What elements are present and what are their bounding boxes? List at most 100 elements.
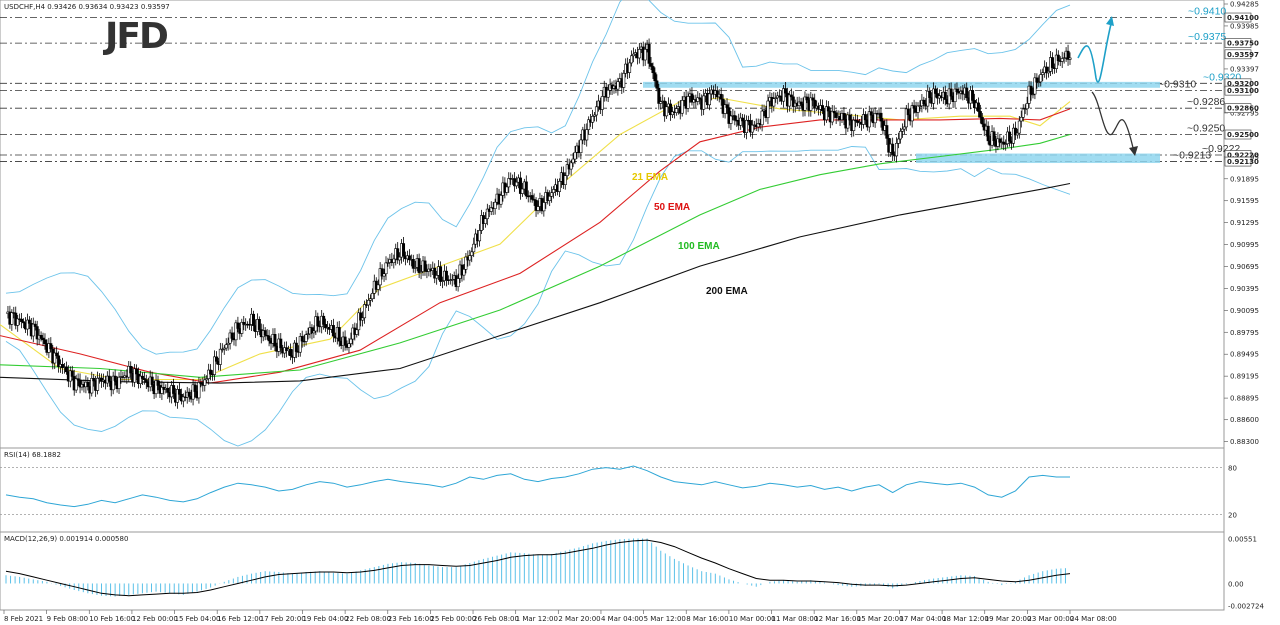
candle-body [616,81,620,90]
candle-body [805,96,809,101]
price-box-label: 0.92220 [1227,151,1259,159]
candle-body [630,55,634,64]
candle-body [33,323,37,327]
candle-body [1056,54,1060,62]
candle-body [462,269,466,276]
price-tick-label: 0.88600 [1230,416,1259,424]
resistance-zone [643,81,1160,88]
time-tick-label: 10 Feb 16:00 [89,615,135,623]
candle-body [368,298,372,301]
time-tick-label: 15 Mar 20:00 [857,615,904,623]
candle-body [579,139,583,154]
candle-body [22,321,26,324]
macd-signal-line [5,539,1071,597]
candle-body [803,96,807,111]
candle-body [729,115,733,124]
candle-body [563,175,567,185]
time-tick-label: 24 Mar 08:00 [1070,615,1117,623]
candle-body [657,87,661,104]
time-tick-label: 23 Feb 16:00 [388,615,434,623]
candle-body [600,96,604,110]
candle-body [1045,66,1049,74]
candle-body [832,110,836,114]
candle-body [741,117,745,122]
candle-body [433,267,437,279]
macd-indicator: 0.00551 0.00 -0.002724 [5,535,1264,611]
candle-body [922,99,926,105]
candle-body [530,195,534,200]
candle-body [1047,71,1051,74]
candle-body [1021,108,1025,118]
candle-body [1060,58,1064,62]
candle-body [279,338,283,349]
candle-body [31,323,35,337]
candle-body [236,322,240,329]
candle-body [569,162,573,170]
ema50-line [0,108,1071,384]
candle-body [552,189,556,193]
candle-body [199,382,203,385]
candle-body [70,370,74,377]
candle-body [413,267,417,269]
candle-body [653,72,657,82]
candle-body [649,63,653,67]
ema-label: 21 EMA [632,172,668,183]
candle-body [224,344,228,349]
candle-body [16,318,20,326]
candle-body [359,312,363,321]
candle-body [160,387,164,394]
time-tick-label: 26 Feb 08:00 [473,615,519,623]
ema-lines: 21 EMA 50 EMA 100 EMA 200 EMA [0,97,1071,384]
candle-body [550,192,554,197]
time-tick-label: 23 Mar 00:00 [1027,615,1074,623]
candle-body [248,324,252,326]
price-box-label: 0.94100 [1227,14,1259,22]
candle-body [218,348,222,365]
candle-body [1035,77,1039,83]
time-tick-label: 10 Mar 00:00 [729,615,776,623]
candle-body [113,375,117,381]
macd-label: MACD(12,26,9) 0.001914 0.000580 [4,535,128,543]
candle-body [1019,116,1023,122]
candle-body [478,230,482,242]
candle-body [719,93,723,100]
candle-body [507,178,511,188]
candle-body [965,87,969,99]
candle-body [357,312,361,331]
candle-body [1050,57,1054,68]
candle-body [696,97,700,102]
candle-body [978,111,982,118]
candle-body [392,258,396,264]
candle-body [910,105,914,122]
candle-body [1013,127,1017,136]
candle-body [934,88,938,94]
candle-body [659,101,663,104]
price-box-label: 0.92860 [1227,105,1259,113]
candle-body [799,101,803,105]
candle-body [585,129,589,141]
candle-body [251,313,255,326]
macd-tick-label: 0.00551 [1228,535,1257,543]
candle-body [361,317,365,321]
candle-body [263,330,267,336]
candle-body [61,364,65,368]
candle-body [417,258,421,273]
rsi-panel-frame [0,447,1225,533]
candle-body [226,342,230,345]
candle-body [166,387,170,393]
candle-body [39,335,43,339]
candle-body [193,384,197,392]
candle-body [144,379,148,383]
scenario-arrows [1077,16,1138,156]
candle-body [852,119,856,131]
candle-body [766,100,770,118]
candle-body [520,188,524,194]
candle-body [386,262,390,264]
level-label: ~0.9310 [1158,79,1196,91]
candle-body [49,343,53,350]
candle-body [1029,85,1033,95]
candle-body [304,334,308,342]
candle-body [347,343,351,348]
candles [6,38,1072,409]
